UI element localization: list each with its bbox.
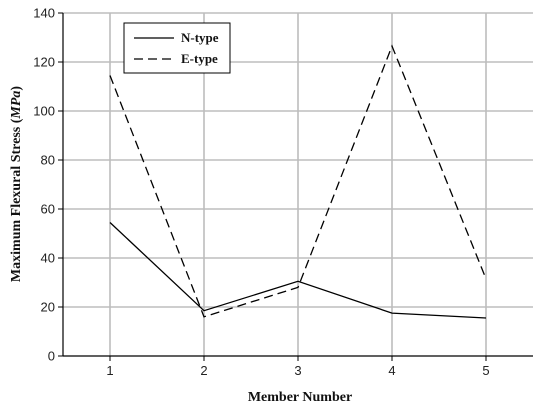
y-axis-title-main: Maximum Flexural Stress (	[9, 118, 24, 282]
y-axis-title-close: )	[9, 86, 24, 91]
y-tick-label-0: 0	[48, 349, 55, 364]
y-tick-label-20: 20	[41, 300, 55, 315]
series-line-n-type	[109, 222, 487, 319]
y-tick-label-120: 120	[33, 55, 55, 70]
x-tick-label-1: 1	[106, 363, 113, 378]
x-tick-labels: 1 2 3 4 5	[106, 363, 489, 378]
y-tick-labels: 0 20 40 60 80 100 120 140	[33, 6, 55, 364]
legend: N-type E-type	[123, 22, 231, 74]
x-tick-label-3: 3	[294, 363, 301, 378]
x-tick-label-2: 2	[200, 363, 207, 378]
y-tick-label-60: 60	[41, 202, 55, 217]
y-tick-label-80: 80	[41, 153, 55, 168]
y-tick-label-40: 40	[41, 251, 55, 266]
legend-label-n-type: N-type	[181, 30, 219, 45]
legend-label-e-type: E-type	[181, 51, 218, 66]
y-axis-title-unit: MPa	[9, 91, 24, 120]
x-tick-label-5: 5	[482, 363, 489, 378]
axes	[58, 12, 533, 361]
y-tick-label-140: 140	[33, 6, 55, 21]
legend-box	[123, 22, 231, 74]
y-tick-label-100: 100	[33, 104, 55, 119]
grid-lines	[63, 12, 533, 356]
series-lines	[109, 44, 487, 319]
x-tick-label-4: 4	[388, 363, 395, 378]
series-line-e-type	[109, 44, 487, 318]
x-axis-title: Member Number	[248, 390, 352, 405]
y-axis-title: Maximum Flexural Stress (MPa)	[9, 86, 24, 282]
